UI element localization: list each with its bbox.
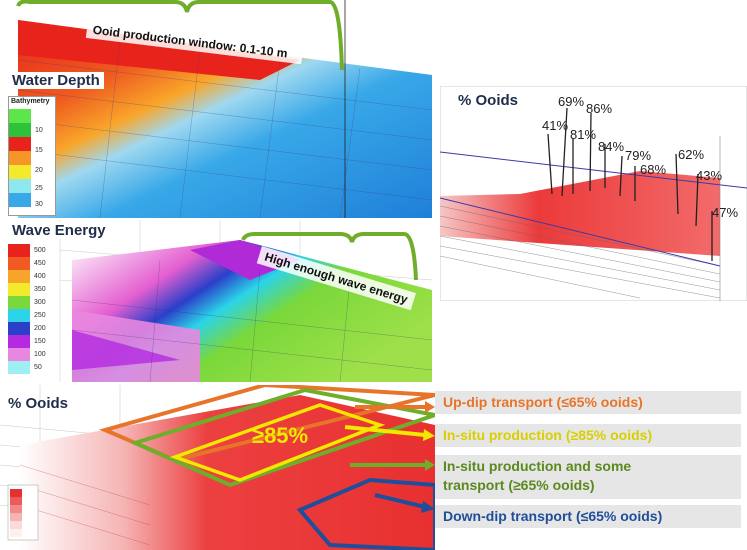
bathymetry-tick: 15 xyxy=(35,147,43,154)
water-depth-panel: Water Depth Bathymetry 10 15 20 25 30 Oo… xyxy=(0,0,432,218)
arrow-icon xyxy=(374,493,426,509)
wave-energy-tick: 400 xyxy=(34,273,46,280)
bracket-icon xyxy=(16,0,344,71)
well-value: 84% xyxy=(598,139,624,154)
ooids-section-figure: 41% 69% 81% 86% 84% 79% 68% 62% 43% 47% xyxy=(440,86,747,301)
wave-energy-tick: 50 xyxy=(34,364,42,371)
bracket-icon xyxy=(241,232,418,281)
wave-energy-tick: 100 xyxy=(34,351,46,358)
ooids-section-panel: 41% 69% 81% 86% 84% 79% 68% 62% 43% 47% … xyxy=(440,86,747,301)
well-value: 41% xyxy=(542,118,568,133)
wave-energy-map xyxy=(0,220,432,382)
insitu-transport-callout-line2: transport (≥65% ooids) xyxy=(443,477,595,493)
wave-energy-tick: 300 xyxy=(34,299,46,306)
bathymetry-legend-title: Bathymetry xyxy=(11,98,50,105)
well-value: 68% xyxy=(640,162,666,177)
well-value: 86% xyxy=(586,101,612,116)
bathymetry-legend: Bathymetry 10 15 20 25 30 xyxy=(8,96,56,216)
downdip-callout-text: Down-dip transport (≤65% ooids) xyxy=(443,508,663,524)
wave-energy-tick: 250 xyxy=(34,312,46,319)
wave-energy-tick: 200 xyxy=(34,325,46,332)
insitu-callout: In-situ production (≥85% ooids) xyxy=(435,424,741,447)
ooids-map-title: % Ooids xyxy=(8,395,69,412)
wave-energy-tick: 350 xyxy=(34,286,46,293)
insitu-transport-zone-outline xyxy=(129,387,435,488)
bathymetry-tick: 30 xyxy=(35,201,43,208)
wave-energy-tick: 150 xyxy=(34,338,46,345)
well-value: 47% xyxy=(712,205,738,220)
downdip-zone-outline xyxy=(296,477,435,550)
ooids-map-panel: % Ooids ≥85% xyxy=(0,385,435,550)
wave-energy-legend: 500 450 400 350 300 250 200 150 100 50 xyxy=(8,244,58,379)
updip-callout-text: Up-dip transport (≤65% ooids) xyxy=(443,394,643,410)
well-value: 81% xyxy=(570,127,596,142)
insitu-zone-outline xyxy=(169,403,386,482)
ooids-map-figure xyxy=(0,385,435,550)
wave-energy-title: Wave Energy xyxy=(8,222,110,239)
insitu-transport-callout-line1: In-situ production and some xyxy=(443,458,632,474)
insitu-callout-text: In-situ production (≥85% ooids) xyxy=(443,427,653,443)
arrow-icon xyxy=(344,425,426,437)
bathymetry-tick: 10 xyxy=(35,127,43,134)
bathymetry-tick: 20 xyxy=(35,167,43,174)
updip-callout: Up-dip transport (≤65% ooids) xyxy=(435,391,741,414)
well-value: 43% xyxy=(696,168,722,183)
wave-energy-tick: 500 xyxy=(34,247,46,254)
water-depth-map xyxy=(0,0,432,218)
water-depth-title: Water Depth xyxy=(8,72,104,89)
well-value: 62% xyxy=(678,147,704,162)
wave-energy-tick: 450 xyxy=(34,260,46,267)
bathymetry-tick: 25 xyxy=(35,185,43,192)
ooids-section-title: % Ooids xyxy=(458,92,519,109)
downdip-callout: Down-dip transport (≤65% ooids) xyxy=(435,505,741,528)
insitu-transport-callout: In-situ production and some transport (≥… xyxy=(435,455,741,499)
wave-energy-panel: Wave Energy 500 450 400 350 300 250 200 … xyxy=(0,220,432,382)
well-value: 69% xyxy=(558,94,584,109)
ooids-center-label: ≥85% xyxy=(252,423,309,448)
well-value: 79% xyxy=(625,148,651,163)
